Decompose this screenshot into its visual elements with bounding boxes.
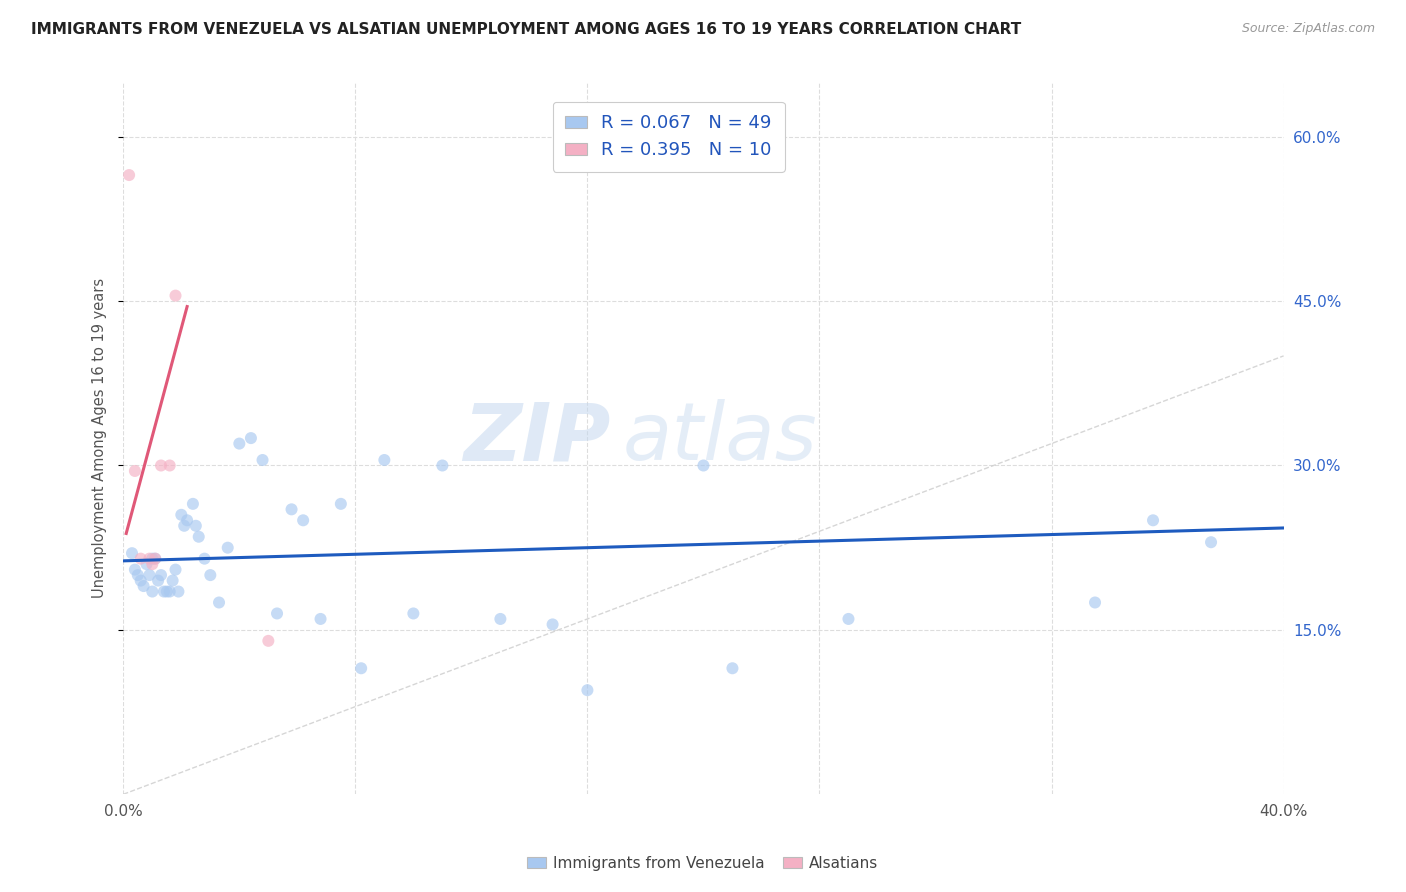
Point: [127, 568, 149, 582]
Point: [135, 557, 157, 571]
Point: [837, 612, 859, 626]
Point: [266, 607, 288, 621]
Point: [309, 612, 332, 626]
Point: [143, 551, 166, 566]
Point: [350, 661, 373, 675]
Point: [184, 518, 207, 533]
Point: [692, 458, 714, 473]
Point: [252, 453, 274, 467]
Point: [162, 574, 184, 588]
Point: [138, 551, 160, 566]
Point: [228, 436, 250, 450]
Point: [329, 497, 352, 511]
Text: Source: ZipAtlas.com: Source: ZipAtlas.com: [1241, 22, 1375, 36]
Point: [489, 612, 512, 626]
Point: [1142, 513, 1164, 527]
Point: [292, 513, 315, 527]
Point: [181, 497, 204, 511]
Point: [165, 288, 187, 302]
Point: [132, 579, 155, 593]
Point: [153, 584, 176, 599]
Point: [141, 584, 163, 599]
Point: [165, 563, 187, 577]
Point: [141, 557, 163, 571]
Point: [141, 551, 163, 566]
Point: [173, 518, 195, 533]
Point: [576, 683, 599, 698]
Legend: R = 0.067   N = 49, R = 0.395   N = 10: R = 0.067 N = 49, R = 0.395 N = 10: [553, 102, 785, 172]
Point: [217, 541, 239, 555]
Point: [280, 502, 302, 516]
Point: [146, 574, 169, 588]
Point: [138, 568, 160, 582]
Point: [193, 551, 215, 566]
Point: [1084, 595, 1107, 609]
Point: [129, 551, 152, 566]
Legend: Immigrants from Venezuela, Alsatians: Immigrants from Venezuela, Alsatians: [522, 850, 884, 877]
Point: [187, 530, 209, 544]
Point: [208, 595, 231, 609]
Point: [373, 453, 395, 467]
Text: atlas: atlas: [623, 399, 817, 477]
Text: ZIP: ZIP: [463, 399, 610, 477]
Point: [118, 168, 141, 182]
Point: [167, 584, 190, 599]
Point: [124, 563, 146, 577]
Point: [170, 508, 193, 522]
Point: [150, 568, 173, 582]
Point: [721, 661, 744, 675]
Point: [129, 574, 152, 588]
Point: [257, 633, 280, 648]
Point: [541, 617, 564, 632]
Point: [159, 584, 181, 599]
Point: [432, 458, 454, 473]
Point: [156, 584, 179, 599]
Point: [121, 546, 143, 560]
Text: IMMIGRANTS FROM VENEZUELA VS ALSATIAN UNEMPLOYMENT AMONG AGES 16 TO 19 YEARS COR: IMMIGRANTS FROM VENEZUELA VS ALSATIAN UN…: [31, 22, 1021, 37]
Point: [124, 464, 146, 478]
Point: [402, 607, 425, 621]
Point: [150, 458, 173, 473]
Point: [143, 551, 166, 566]
Y-axis label: Unemployment Among Ages 16 to 19 years: Unemployment Among Ages 16 to 19 years: [93, 278, 107, 599]
Point: [200, 568, 222, 582]
Point: [239, 431, 262, 445]
Point: [1199, 535, 1222, 549]
Point: [159, 458, 181, 473]
Point: [176, 513, 198, 527]
